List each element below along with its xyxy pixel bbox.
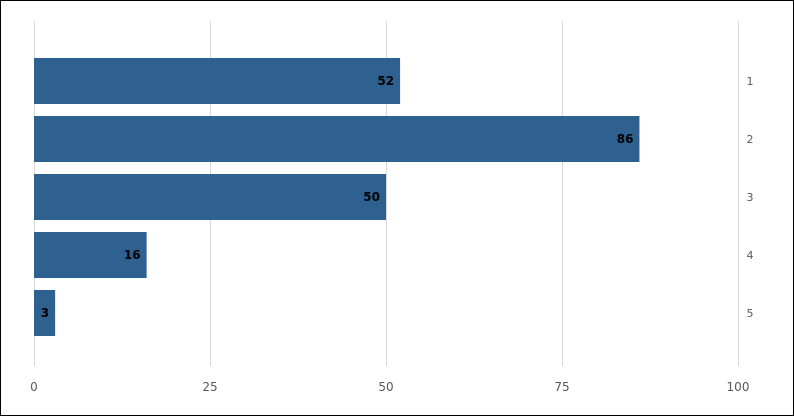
data-label: 52: [377, 74, 394, 88]
x-tick-label: 25: [202, 380, 217, 394]
data-labels: 52 86 50 16 3: [41, 74, 634, 320]
x-tick-label: 75: [554, 380, 569, 394]
bar-5: [34, 290, 56, 336]
category-labels: 1 2 3 4 5: [747, 75, 754, 320]
data-label: 16: [124, 248, 141, 262]
x-tick-label: 50: [378, 380, 393, 394]
bar-3: [34, 174, 386, 220]
bars: [34, 58, 640, 336]
data-label: 86: [617, 132, 634, 146]
x-tick-label: 100: [727, 380, 750, 394]
bar-4: [34, 232, 147, 278]
data-label: 50: [363, 190, 380, 204]
category-label: 1: [747, 75, 754, 88]
category-label: 2: [747, 133, 754, 146]
bar-2: [34, 116, 640, 162]
category-label: 3: [747, 191, 754, 204]
category-label: 5: [747, 307, 754, 320]
x-tick-label: 0: [30, 380, 38, 394]
x-axis-ticks: 0 25 50 75 100: [30, 380, 749, 394]
data-label: 3: [41, 306, 49, 320]
bar-1: [34, 58, 401, 104]
category-label: 4: [747, 249, 754, 262]
